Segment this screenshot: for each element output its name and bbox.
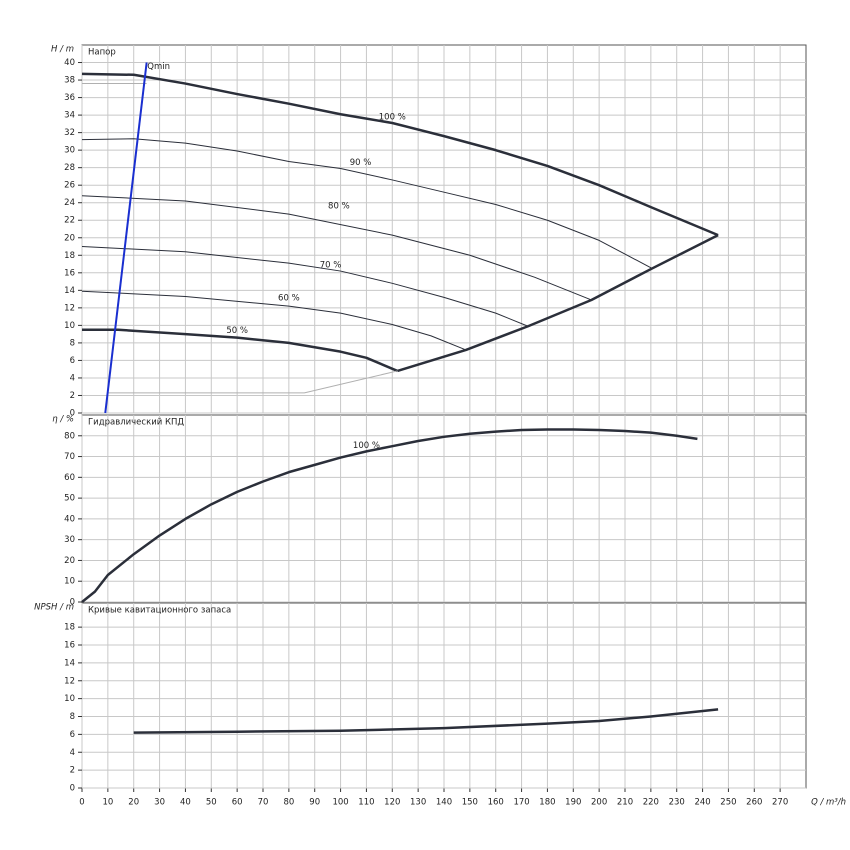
x-tick-label: 140 [436,798,452,808]
x-tick-label: 40 [180,798,191,808]
y-tick-label: 30 [64,146,75,156]
curve-label: 100 % [353,441,380,451]
curve [81,138,653,269]
curve-label: 60 % [278,294,300,304]
y-tick-label: 36 [64,93,75,103]
x-tick-label: 80 [283,798,294,808]
curve-label: 70 % [320,261,342,271]
x-tick-label: 260 [746,798,762,808]
x-tick-label: 220 [643,798,659,808]
y-axis-label: NPSH / m [34,603,74,613]
y-tick-label: 6 [70,730,75,740]
x-tick-label: 10 [102,798,113,808]
y-tick-label: 2 [70,766,75,776]
x-tick-label: 270 [772,798,788,808]
y-tick-label: 18 [64,623,75,633]
y-tick-label: 32 [64,128,75,138]
y-tick-label: 0 [70,784,75,794]
y-tick-label: 22 [64,216,75,226]
curve [133,708,719,734]
y-tick-label: 30 [64,535,75,545]
x-tick-label: 230 [669,798,685,808]
x-tick-label: 90 [309,798,320,808]
curve [104,62,148,414]
y-tick-label: 4 [70,373,75,383]
y-tick-label: 10 [64,694,75,704]
y-tick-label: 20 [64,233,75,243]
y-tick-label: 12 [64,676,75,686]
y-tick-label: 16 [64,268,75,278]
x-tick-label: 0 [79,798,84,808]
x-tick-label: 110 [358,798,374,808]
y-tick-label: 24 [64,198,75,208]
y-tick-label: 80 [64,431,75,441]
x-tick-label: 120 [384,798,400,808]
curve [82,328,398,373]
y-tick-label: 10 [64,321,75,331]
x-tick-label: 180 [539,798,555,808]
x-tick-label: 190 [565,798,581,808]
y-tick-label: 8 [70,712,75,722]
x-tick-label: 210 [617,798,633,808]
y-tick-label: 70 [64,452,75,462]
curve-label: 100 % [379,112,406,122]
y-tick-label: 38 [64,76,75,86]
x-tick-label: 60 [232,798,243,808]
curve [81,428,698,603]
x-tick-label: 20 [128,798,139,808]
y-axis-label: H / m [51,45,74,55]
x-tick-label: 250 [720,798,736,808]
curve [107,370,398,394]
x-tick-label: 150 [462,798,478,808]
curve [81,195,592,301]
y-tick-label: 2 [70,391,75,401]
curve [81,72,719,237]
y-tick-label: 20 [64,556,75,566]
y-tick-label: 40 [64,514,75,524]
x-tick-label: 170 [513,798,529,808]
y-tick-label: 8 [70,338,75,348]
x-tick-label: 30 [154,798,165,808]
y-tick-label: 10 [64,577,75,587]
curve [397,234,719,373]
curve-label: Qmin [147,62,170,72]
y-tick-label: 60 [64,473,75,483]
y-tick-label: 26 [64,181,75,191]
curve [81,246,529,327]
curve-label: 50 % [226,326,248,336]
y-tick-label: 14 [64,658,75,668]
y-tick-label: 28 [64,163,75,173]
x-tick-label: 240 [694,798,710,808]
curve-label: 90 % [350,158,372,168]
y-tick-label: 0 [70,598,75,608]
x-tick-label: 200 [591,798,607,808]
y-tick-label: 16 [64,641,75,651]
y-tick-label: 18 [64,251,75,261]
y-tick-label: 6 [70,356,75,366]
curve-label: 80 % [328,202,350,212]
y-tick-label: 12 [64,303,75,313]
y-tick-label: 34 [64,111,75,121]
y-tick-label: 4 [70,748,75,758]
x-tick-label: 100 [332,798,348,808]
panel-title: Напор [88,48,116,58]
x-tick-label: 160 [488,798,504,808]
panel-title: Кривые кавитационного запаса [88,606,231,616]
curve [81,290,467,351]
y-tick-label: 40 [64,58,75,68]
panel-title: Гидравлический КПД [88,418,184,428]
x-axis-label: Q / m³/h [811,798,846,808]
x-tick-label: 50 [206,798,217,808]
x-tick-label: 130 [410,798,426,808]
y-axis-label: η / % [52,415,74,425]
y-tick-label: 14 [64,286,75,296]
y-tick-label: 0 [70,409,75,419]
x-tick-label: 70 [258,798,269,808]
y-tick-label: 50 [64,494,75,504]
